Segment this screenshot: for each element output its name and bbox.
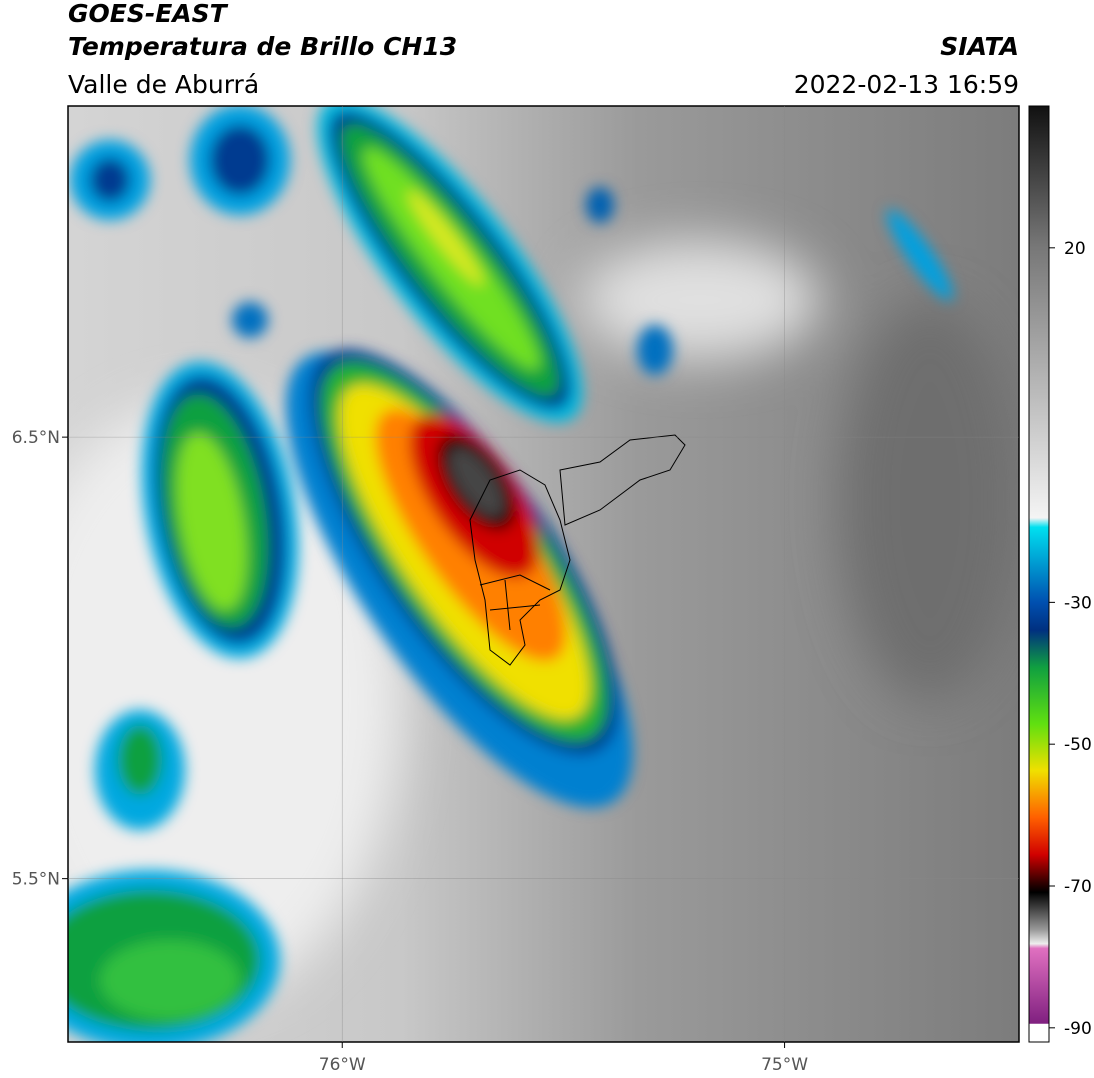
y-tick-label: 5.5°N [12,870,60,890]
y-tick-label: 6.5°N [12,428,60,448]
colorbar-tick-label: -50 [1064,735,1092,755]
municipal-borders [469,434,686,666]
colorbar [1028,105,1050,1043]
map-frame [67,105,1020,1043]
subtitle: Temperatura de Brillo CH13 [68,32,457,61]
colorbar-tick-label: -90 [1064,1019,1092,1039]
title: GOES-EAST [68,0,229,28]
datetime: 2022-02-13 16:59 [794,70,1019,99]
colorbar-tick-label: -30 [1064,593,1092,613]
source: SIATA [940,32,1019,61]
x-tick-label: 76°W [319,1055,366,1075]
x-tick-label: 75°W [761,1055,808,1075]
satellite-image [68,106,1019,1042]
region: Valle de Aburrá [68,70,259,99]
colorbar-tick-label: -70 [1064,877,1092,897]
colorbar-tick-label: 20 [1064,239,1086,259]
